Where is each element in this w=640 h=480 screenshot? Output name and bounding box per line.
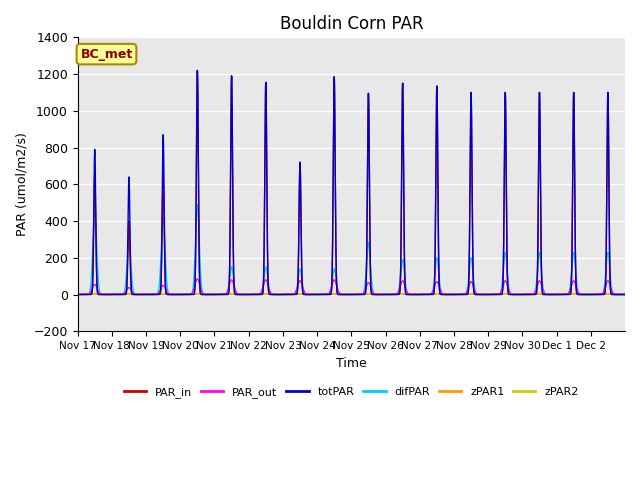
difPAR [509, 292, 516, 298]
Line: PAR_out: PAR_out [77, 279, 625, 295]
PAR_in [479, 292, 487, 298]
PAR_out [74, 292, 81, 298]
difPAR [101, 292, 109, 298]
PAR_in [422, 292, 429, 298]
zPAR2 [422, 291, 429, 297]
totPAR [193, 68, 201, 73]
zPAR1 [479, 291, 487, 297]
PAR_in [193, 68, 201, 73]
difPAR [272, 292, 280, 298]
difPAR [621, 292, 628, 298]
PAR_in [397, 182, 405, 188]
difPAR [479, 292, 487, 298]
zPAR1 [397, 291, 405, 297]
PAR_out [509, 291, 516, 297]
Line: PAR_in: PAR_in [77, 71, 625, 295]
PAR_in [621, 292, 628, 298]
zPAR2 [74, 291, 81, 297]
PAR_in [74, 292, 81, 298]
totPAR [621, 292, 628, 298]
PAR_out [101, 292, 109, 298]
PAR_in [509, 292, 516, 298]
PAR_out [193, 276, 201, 282]
totPAR [479, 292, 487, 298]
Line: difPAR: difPAR [77, 204, 625, 295]
zPAR1 [422, 291, 429, 297]
difPAR [193, 202, 201, 207]
difPAR [398, 262, 406, 267]
difPAR [313, 292, 321, 298]
PAR_out [272, 292, 280, 298]
Line: totPAR: totPAR [77, 71, 625, 295]
zPAR1 [74, 291, 81, 297]
difPAR [74, 292, 81, 298]
totPAR [101, 292, 109, 298]
PAR_out [479, 292, 487, 298]
zPAR2 [621, 291, 628, 297]
difPAR [422, 292, 429, 298]
zPAR1 [509, 291, 516, 297]
totPAR [74, 292, 81, 298]
PAR_out [397, 279, 405, 285]
zPAR2 [479, 291, 487, 297]
totPAR [422, 292, 429, 298]
zPAR2 [101, 291, 109, 297]
totPAR [272, 292, 280, 298]
PAR_in [272, 292, 280, 298]
zPAR2 [397, 291, 405, 297]
PAR_in [101, 292, 109, 298]
zPAR2 [509, 291, 516, 297]
totPAR [397, 182, 405, 188]
Legend: PAR_in, PAR_out, totPAR, difPAR, zPAR1, zPAR2: PAR_in, PAR_out, totPAR, difPAR, zPAR1, … [120, 383, 583, 402]
zPAR1 [621, 291, 628, 297]
X-axis label: Time: Time [336, 357, 367, 370]
Y-axis label: PAR (umol/m2/s): PAR (umol/m2/s) [15, 132, 28, 236]
totPAR [509, 292, 516, 298]
zPAR1 [101, 291, 109, 297]
Title: Bouldin Corn PAR: Bouldin Corn PAR [280, 15, 423, 33]
zPAR1 [272, 291, 280, 297]
zPAR2 [272, 291, 280, 297]
PAR_out [422, 292, 429, 298]
Text: BC_met: BC_met [81, 48, 132, 60]
PAR_out [621, 292, 628, 298]
